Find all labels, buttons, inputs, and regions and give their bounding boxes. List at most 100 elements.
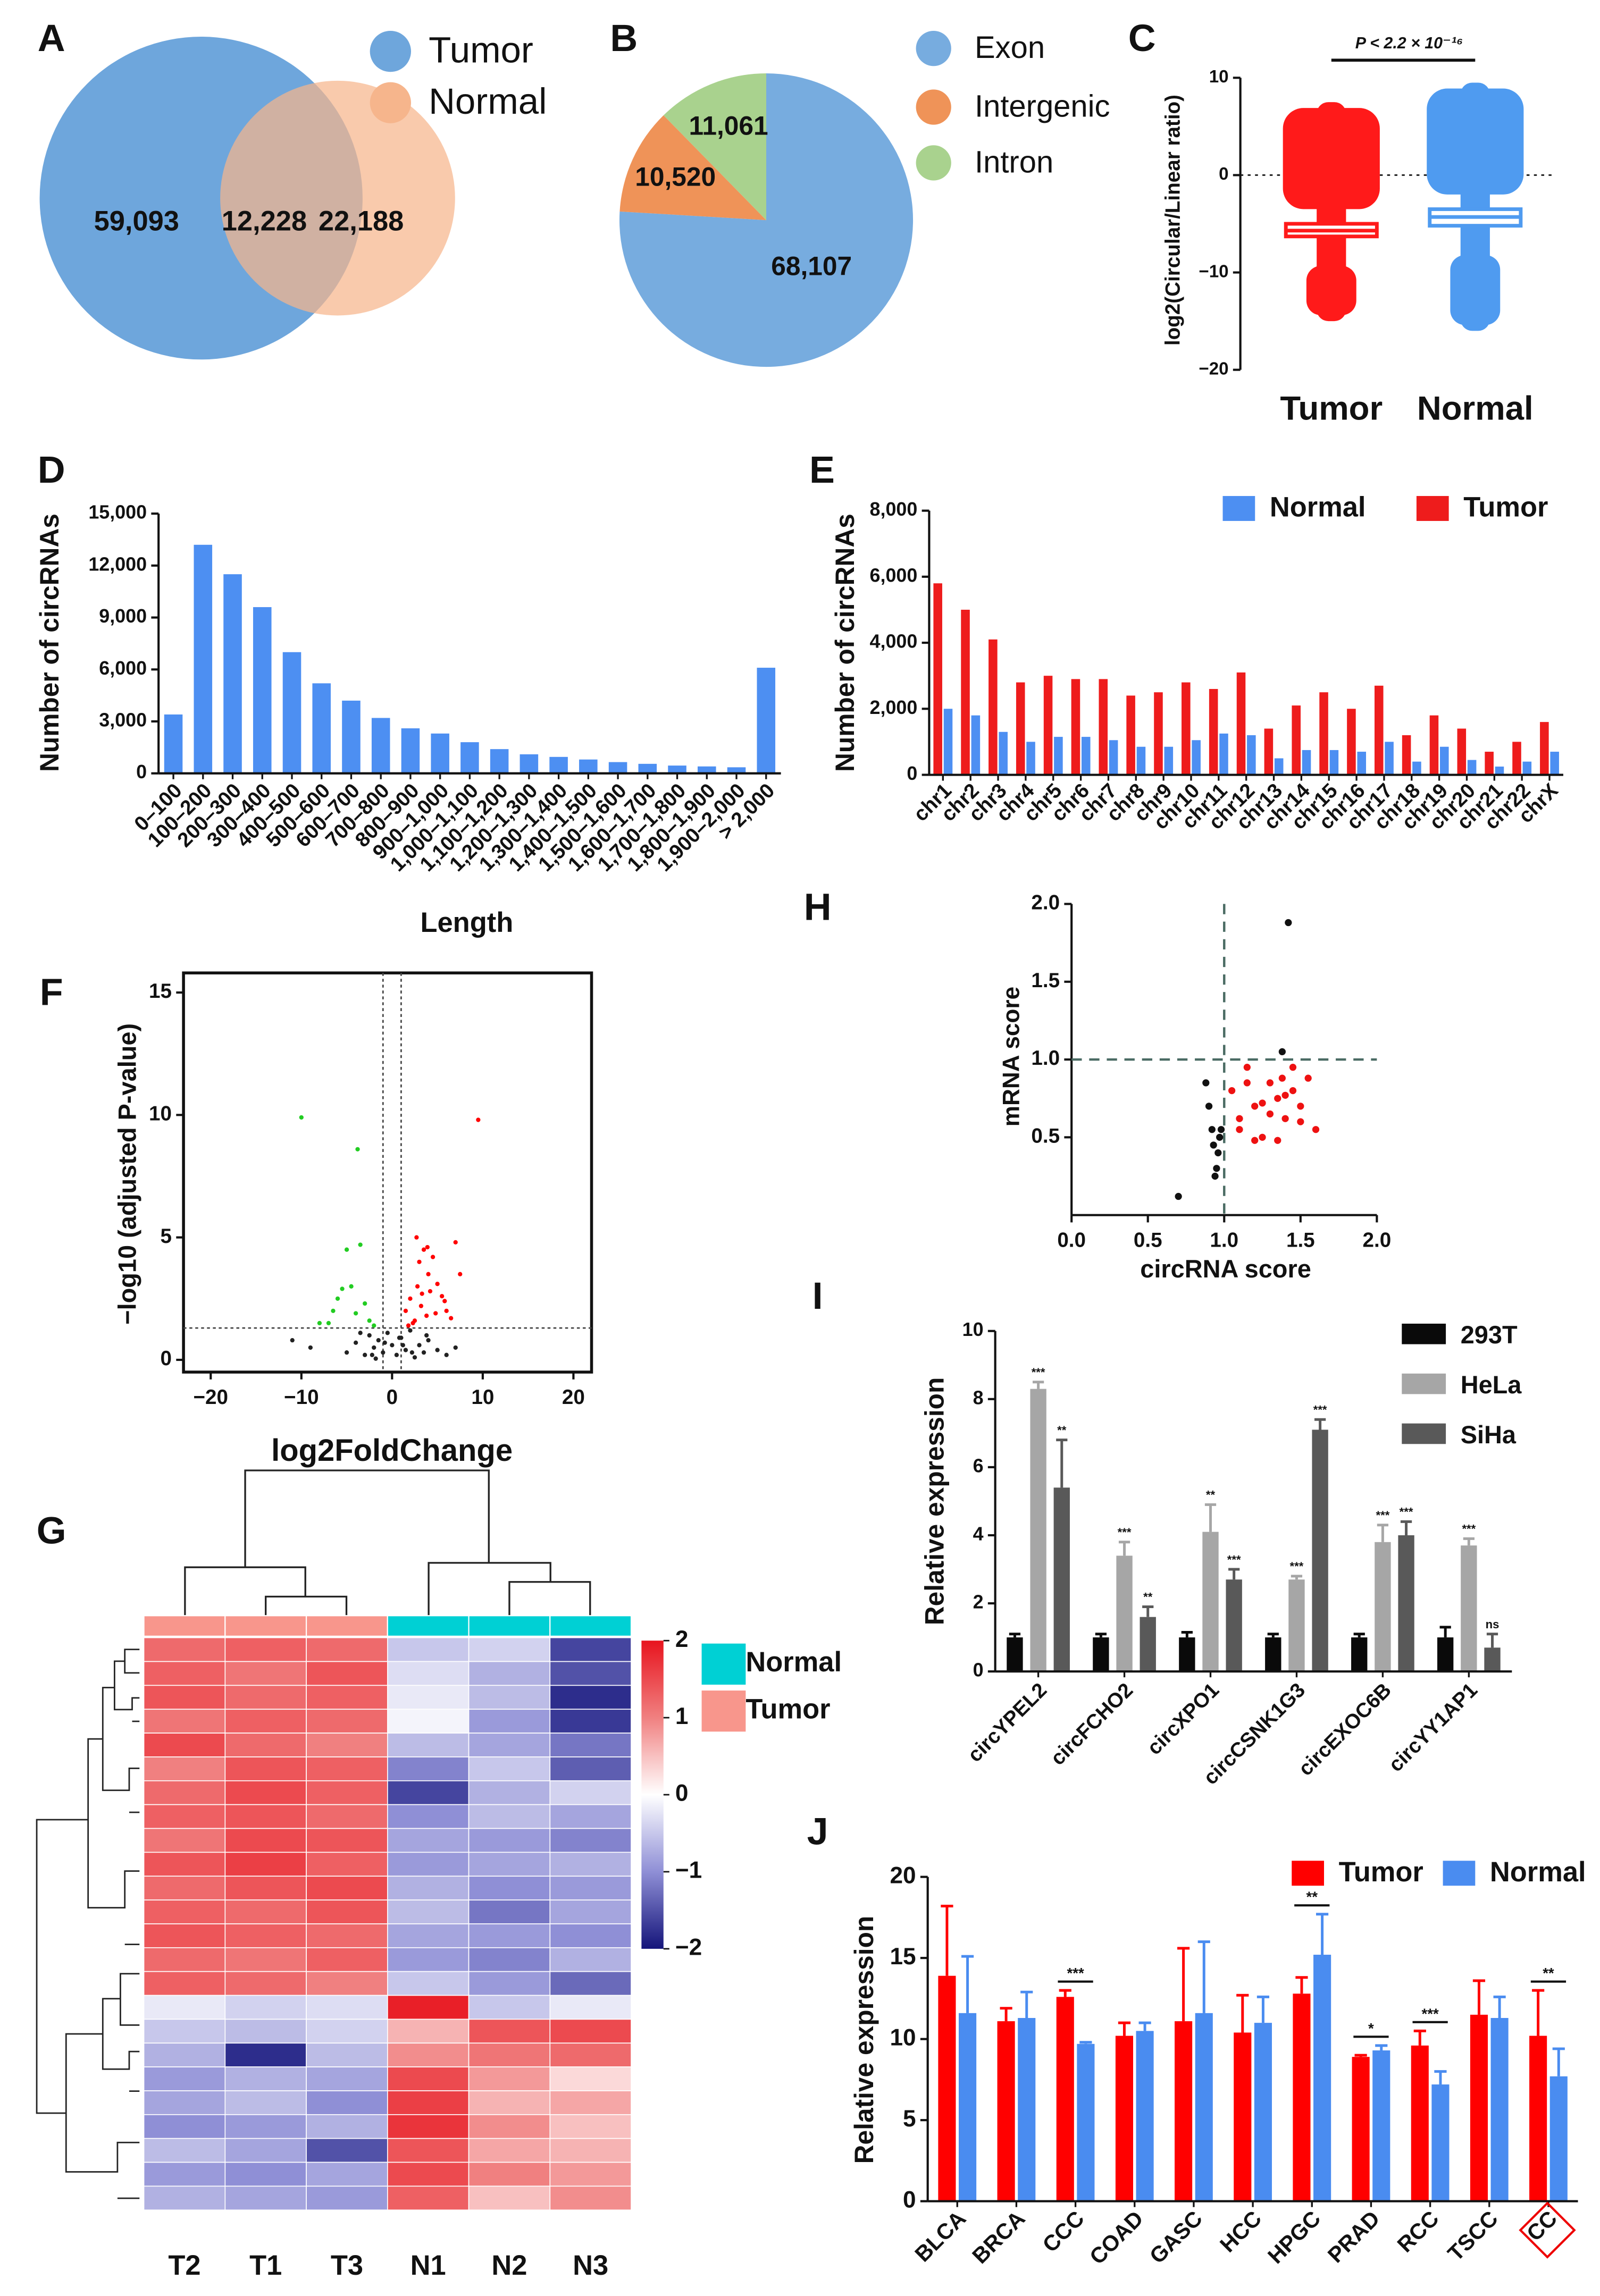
heat-cell <box>549 2090 632 2115</box>
heat-cell <box>143 1780 226 1805</box>
y-tick-label: 15,000 <box>88 502 147 523</box>
heat-cell <box>387 1876 470 1900</box>
bar <box>1099 679 1108 775</box>
y-tick-label: 2.0 <box>1031 892 1060 914</box>
heat-cell <box>224 2066 307 2091</box>
heat-cell <box>549 1899 632 1924</box>
point <box>335 1296 340 1301</box>
heat-cell <box>224 1661 307 1686</box>
panel-letter: D <box>38 449 65 491</box>
y-tick-label: 0 <box>973 1660 984 1681</box>
bar <box>1136 2031 1154 2201</box>
error-bar <box>1486 1633 1498 1648</box>
y-tick-label: 1.5 <box>1031 969 1060 992</box>
error-bar <box>1314 1418 1326 1430</box>
bar <box>1412 761 1421 775</box>
heat-cell <box>143 1947 226 1972</box>
significance-label: *** <box>1067 1965 1084 1981</box>
column-label: N3 <box>573 2250 608 2281</box>
y-axis-label: −log10 (adjusted P-value) <box>113 1023 141 1325</box>
point <box>433 1311 438 1316</box>
panel-letter: B <box>610 17 638 60</box>
x-tick-label: 0.5 <box>1134 1229 1162 1252</box>
point <box>403 1348 408 1352</box>
heat-cell <box>224 1876 307 1900</box>
heat-cell <box>468 2138 551 2163</box>
legend-label: Tumor <box>745 1694 830 1725</box>
x-tick-label: 10 <box>471 1386 494 1409</box>
box-cloud <box>1283 108 1380 209</box>
point <box>1217 1126 1225 1133</box>
y-tick-label: 12,000 <box>88 553 147 575</box>
legend-label: SiHa <box>1461 1421 1517 1449</box>
point <box>453 1345 458 1350</box>
point <box>358 1331 363 1335</box>
significance-label: *** <box>1376 1509 1390 1522</box>
legend-label: Normal <box>1270 492 1366 523</box>
heat-cell <box>549 1947 632 1972</box>
group-bar <box>468 1615 551 1637</box>
error-bar <box>1532 1989 1545 2036</box>
point <box>1259 1133 1266 1141</box>
heat-cell <box>224 2090 307 2115</box>
heat-cell <box>306 2162 388 2187</box>
point <box>1312 1126 1320 1133</box>
error-bar <box>1472 1979 1486 2015</box>
y-tick-label: 5 <box>161 1225 172 1248</box>
bar <box>1293 1994 1311 2201</box>
legend-swatch <box>1402 1323 1446 1344</box>
point <box>358 1242 363 1247</box>
heat-cell <box>306 2114 388 2139</box>
point <box>1236 1126 1243 1133</box>
heat-cell <box>549 1852 632 1877</box>
panel-letter: I <box>812 1275 823 1317</box>
y-tick-label: −20 <box>1199 359 1228 379</box>
heat-cell <box>143 2042 226 2067</box>
heat-cell <box>468 1995 551 2020</box>
group-bar <box>305 1615 388 1637</box>
legend-swatch <box>916 145 951 181</box>
bar <box>757 668 776 773</box>
bar <box>1126 695 1135 775</box>
bar <box>668 766 686 773</box>
bar <box>194 544 213 773</box>
bar <box>1030 1389 1046 1672</box>
bar <box>1254 2023 1272 2201</box>
error-bar <box>1000 2007 1012 2022</box>
heat-cell <box>306 1780 388 1805</box>
bar <box>1219 733 1228 775</box>
heat-cell <box>549 1637 632 1662</box>
heat-cell <box>387 1756 470 1781</box>
bar <box>1429 715 1439 775</box>
bar <box>1053 1487 1070 1672</box>
heat-cell <box>224 1852 307 1877</box>
error-bar <box>1377 1524 1389 1542</box>
annotation: P < 2.2 × 10⁻¹⁶ <box>1355 35 1463 52</box>
error-bar <box>1095 1633 1107 1638</box>
bar <box>1398 1535 1414 1672</box>
bar <box>1116 1555 1133 1672</box>
bar <box>1234 2032 1252 2201</box>
heat-cell <box>468 1661 551 1686</box>
heat-cell <box>143 1732 226 1757</box>
heat-cell <box>387 1661 470 1686</box>
legend-label: Exon <box>975 31 1045 65</box>
x-tick-label: −20 <box>194 1386 229 1409</box>
heat-cell <box>224 2019 307 2044</box>
bar <box>1351 1637 1368 1672</box>
heat-cell <box>143 1756 226 1781</box>
bar <box>1549 2076 1568 2201</box>
bar <box>1461 1545 1477 1672</box>
point <box>435 1282 440 1286</box>
y-axis-label: Number of circRNAs <box>830 514 860 772</box>
y-tick-label: −10 <box>1199 262 1228 281</box>
bar <box>223 574 242 773</box>
point <box>1297 1103 1304 1110</box>
significance-label: ** <box>1206 1488 1216 1502</box>
dendro-branch <box>244 1469 490 1568</box>
bar <box>1265 1637 1281 1672</box>
heat-cell <box>387 2162 470 2187</box>
point <box>344 1247 349 1252</box>
bar <box>1470 2014 1488 2201</box>
